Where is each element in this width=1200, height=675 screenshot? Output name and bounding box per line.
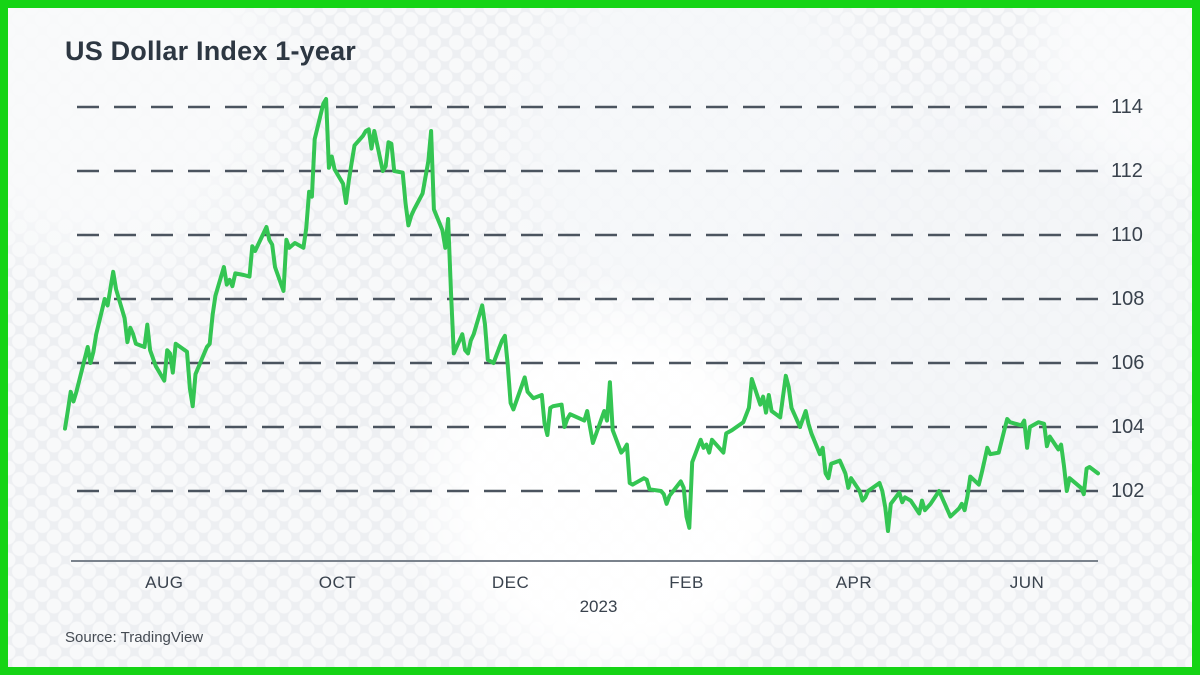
x-axis-tick-label: AUG	[145, 573, 184, 592]
y-axis-tick-label: 106	[1111, 352, 1145, 374]
chart-title: US Dollar Index 1-year	[65, 36, 357, 66]
x-axis-year-label: 2023	[579, 597, 618, 616]
source-attribution: Source: TradingView	[65, 629, 204, 646]
x-axis-tick-label: DEC	[491, 573, 530, 592]
y-axis-tick-label: 102	[1111, 480, 1145, 502]
y-axis-tick-label: 112	[1111, 160, 1143, 182]
line-chart	[63, 97, 1100, 562]
y-axis-tick-label: 104	[1111, 416, 1145, 438]
x-axis-tick-label: OCT	[318, 573, 357, 592]
y-axis-tick-label: 114	[1111, 96, 1143, 118]
x-axis-tick-label: APR	[835, 573, 873, 592]
y-axis-tick-label: 110	[1111, 224, 1143, 246]
y-axis-tick-label: 108	[1111, 288, 1145, 310]
dxy-price-line	[63, 97, 1100, 533]
x-axis-tick-label: JUN	[1009, 573, 1045, 592]
x-axis-tick-label: FEB	[669, 573, 704, 592]
